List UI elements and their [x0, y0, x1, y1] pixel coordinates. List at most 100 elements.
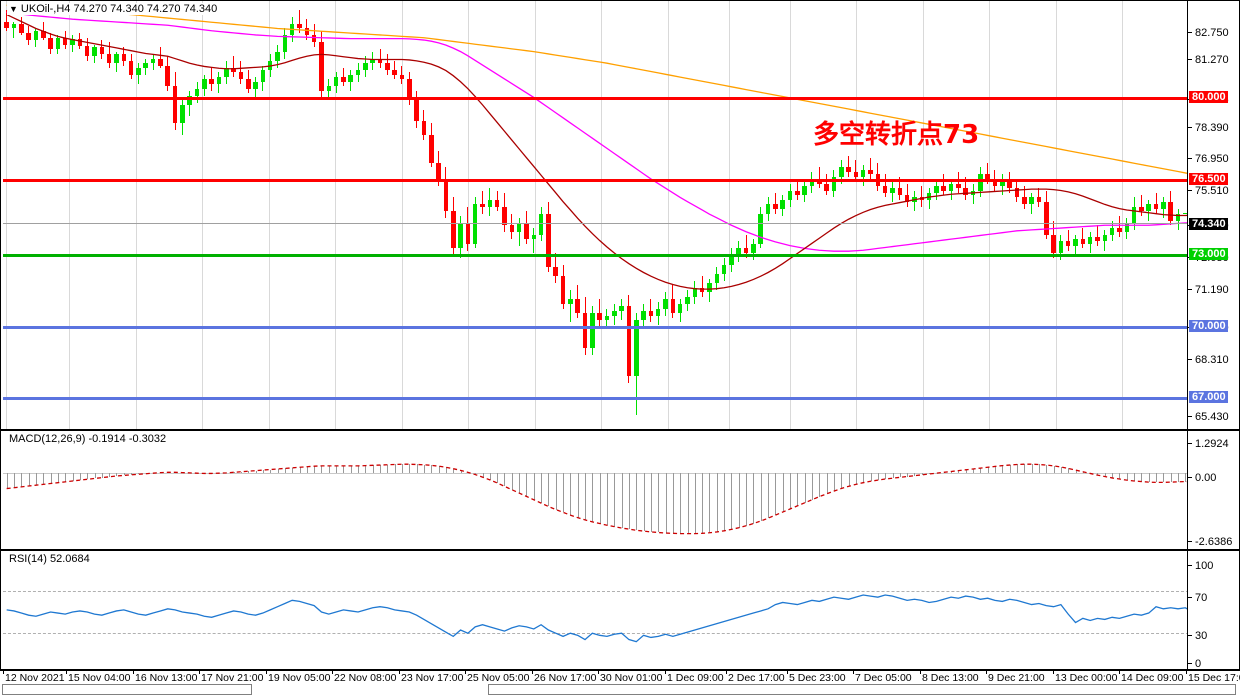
time-tick	[787, 671, 788, 674]
candle-body	[40, 30, 46, 38]
price-tick: 76.950	[1188, 154, 1229, 165]
candle-body	[846, 167, 851, 172]
rsi-legend: RSI(14) 52.0684	[7, 553, 92, 565]
macd-histogram-bar	[731, 473, 733, 530]
macd-histogram-bar	[116, 473, 118, 476]
candle-body	[1043, 202, 1049, 235]
candle-body	[1051, 234, 1056, 254]
macd-histogram-bar	[43, 473, 45, 485]
price-level-tag[interactable]: 67.000	[1189, 391, 1228, 403]
resistance-76-5[interactable]	[3, 179, 1189, 182]
chevron-down-icon[interactable]: ▼	[9, 4, 18, 14]
price-level-tag[interactable]: 74.340	[1189, 218, 1228, 230]
candle-body	[355, 70, 361, 75]
macd-histogram-bar	[563, 473, 565, 513]
macd-histogram-bar	[877, 473, 879, 481]
tab-box-left[interactable]	[2, 684, 252, 695]
candle-body	[209, 79, 214, 85]
rsi-tick: 70	[1188, 593, 1207, 604]
time-tick	[986, 671, 987, 674]
candle-body	[802, 185, 807, 196]
macd-histogram-bar	[65, 473, 67, 482]
macd-histogram-bar	[1104, 473, 1106, 477]
price-axis[interactable]: 82.75081.27079.83578.39076.95075.51074.0…	[1187, 1, 1239, 429]
candle-body	[77, 38, 83, 46]
tab-box-right[interactable]	[488, 684, 1236, 695]
price-level-tag[interactable]: 70.000	[1189, 320, 1228, 332]
candle-body	[194, 88, 200, 96]
time-label: 2 Dec 17:00	[728, 672, 785, 684]
macd-histogram-bar	[409, 464, 411, 474]
candle-body	[890, 188, 895, 193]
support-70[interactable]	[3, 326, 1189, 329]
time-label: 8 Dec 13:00	[922, 672, 979, 684]
price-level-tag[interactable]: 76.500	[1189, 173, 1228, 185]
price-panel: ▼ UKOil-,H4 74.270 74.340 74.270 74.340 8…	[0, 0, 1240, 430]
grid-line	[535, 1, 536, 429]
candle-body	[289, 23, 295, 36]
candle-body	[158, 58, 163, 66]
candle-body	[1065, 241, 1071, 247]
macd-histogram-bar	[709, 473, 711, 533]
macd-histogram-bar	[401, 464, 403, 474]
candle-body	[238, 72, 244, 80]
macd-histogram-bar	[431, 465, 433, 474]
price-plot-area[interactable]	[3, 1, 1189, 429]
macd-histogram-bar	[738, 473, 740, 528]
macd-histogram-bar	[387, 464, 389, 474]
macd-histogram-bar	[101, 473, 103, 478]
macd-histogram-bar	[1141, 473, 1143, 482]
indicator-line	[6, 463, 1189, 535]
candle-body	[882, 185, 888, 193]
macd-histogram-bar	[907, 473, 909, 477]
current-price-74-34[interactable]	[3, 223, 1189, 224]
grid-line	[601, 1, 602, 429]
rsi-plot-area[interactable]	[3, 551, 1189, 669]
price-level-tag[interactable]: 80.000	[1189, 91, 1228, 103]
candle-body	[824, 183, 829, 191]
candle-body	[1175, 213, 1181, 221]
time-label: 26 Nov 17:00	[534, 672, 597, 684]
support-73[interactable]	[3, 254, 1189, 257]
resistance-80[interactable]	[3, 97, 1189, 100]
macd-histogram-bar	[863, 473, 865, 483]
macd-histogram-bar	[628, 473, 630, 530]
candle-body	[304, 28, 310, 36]
time-tick	[332, 671, 333, 674]
macd-histogram-bar	[284, 468, 286, 474]
macd-histogram-bar	[423, 464, 425, 474]
candle-body	[377, 58, 383, 64]
macd-histogram-bar	[1046, 465, 1048, 474]
symbol-legend[interactable]: ▼ UKOil-,H4 74.270 74.340 74.270 74.340	[7, 3, 220, 15]
macd-histogram-bar	[899, 473, 901, 478]
macd-histogram-bar	[973, 468, 975, 474]
macd-histogram-bar	[1178, 473, 1180, 482]
macd-plot-area[interactable]	[3, 431, 1189, 549]
candle-body	[121, 53, 127, 61]
candle-body	[619, 306, 624, 311]
candle-wick	[233, 56, 235, 78]
macd-histogram-bar	[1009, 465, 1011, 474]
candle-body	[370, 58, 375, 64]
macd-histogram-bar	[72, 473, 74, 481]
macd-zero-line	[3, 473, 1189, 475]
macd-histogram-bar	[526, 473, 528, 497]
macd-histogram-bar	[599, 473, 601, 524]
price-tick: 82.750	[1188, 28, 1229, 39]
macd-histogram-bar	[855, 473, 857, 485]
time-label: 7 Dec 05:00	[855, 672, 912, 684]
rsi-tick: 30	[1188, 631, 1207, 642]
rsi-panel: RSI(14) 52.0684 100 70 30 0	[0, 550, 1240, 670]
price-tick: 71.190	[1188, 285, 1229, 296]
price-level-tag[interactable]: 73.000	[1189, 248, 1228, 260]
macd-histogram-bar	[336, 465, 338, 474]
macd-histogram-bar	[782, 473, 784, 513]
candle-body	[62, 37, 68, 45]
support-67[interactable]	[3, 397, 1189, 400]
candle-body	[575, 299, 580, 314]
macd-histogram-bar	[328, 465, 330, 474]
macd-histogram-bar	[277, 468, 279, 474]
time-axis[interactable]: 12 Nov 2021 15 Nov 04:00 16 Nov 13:00 17 No…	[0, 670, 1240, 684]
candle-body	[780, 199, 785, 210]
candle-body	[1139, 206, 1144, 212]
